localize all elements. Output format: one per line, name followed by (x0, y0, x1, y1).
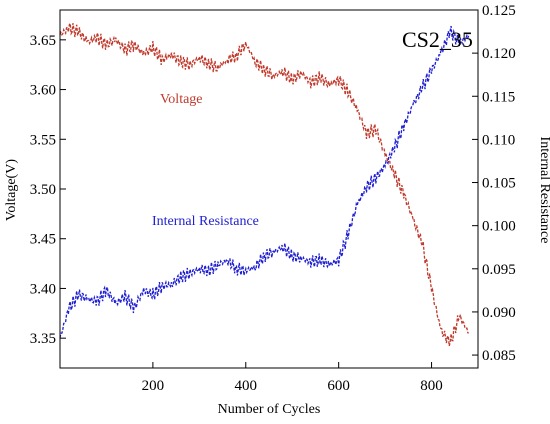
x-tick-label: 400 (235, 378, 258, 394)
y-right-tick-label: 0.095 (482, 262, 516, 278)
voltage-series-line (59, 21, 470, 347)
resistance-series-line (59, 25, 470, 338)
y-right-tick-label: 0.125 (482, 3, 516, 19)
x-axis-label: Number of Cycles (218, 402, 321, 417)
y-right-tick-label: 0.110 (482, 132, 515, 148)
y-left-axis-label: Voltage(V) (4, 159, 19, 221)
chart-title: CS2_35 (402, 27, 473, 52)
y-right-tick-label: 0.085 (482, 348, 516, 364)
resistance-annotation: Internal Resistance (152, 214, 259, 229)
y-right-tick-label: 0.100 (482, 219, 516, 235)
y-right-tick-label: 0.115 (482, 89, 515, 105)
voltage-annotation: Voltage (160, 92, 203, 107)
y-left-tick-label: 3.55 (30, 132, 56, 148)
y-left-tick-label: 3.50 (30, 182, 56, 198)
y-right-axis-label: Internal Resistance (537, 137, 550, 244)
y-left-tick-label: 3.60 (30, 83, 56, 99)
ticks-layer: 200 400 600 800 3.35 3.40 3.45 3.50 3.55 3.60 3.65… (30, 3, 516, 394)
x-tick-label: 200 (142, 378, 165, 394)
x-tick-label: 800 (420, 378, 443, 394)
y-right-tick-label: 0.105 (482, 176, 516, 192)
y-left-tick-label: 3.40 (30, 281, 56, 297)
plot-frame (59, 9, 479, 369)
series-layer (59, 21, 470, 347)
y-left-tick-label: 3.35 (30, 331, 56, 347)
y-right-tick-label: 0.120 (482, 46, 516, 62)
y-left-tick-label: 3.65 (30, 33, 56, 49)
x-tick-label: 600 (327, 378, 350, 394)
y-right-tick-label: 0.090 (482, 305, 516, 321)
y-left-tick-label: 3.45 (30, 232, 56, 248)
